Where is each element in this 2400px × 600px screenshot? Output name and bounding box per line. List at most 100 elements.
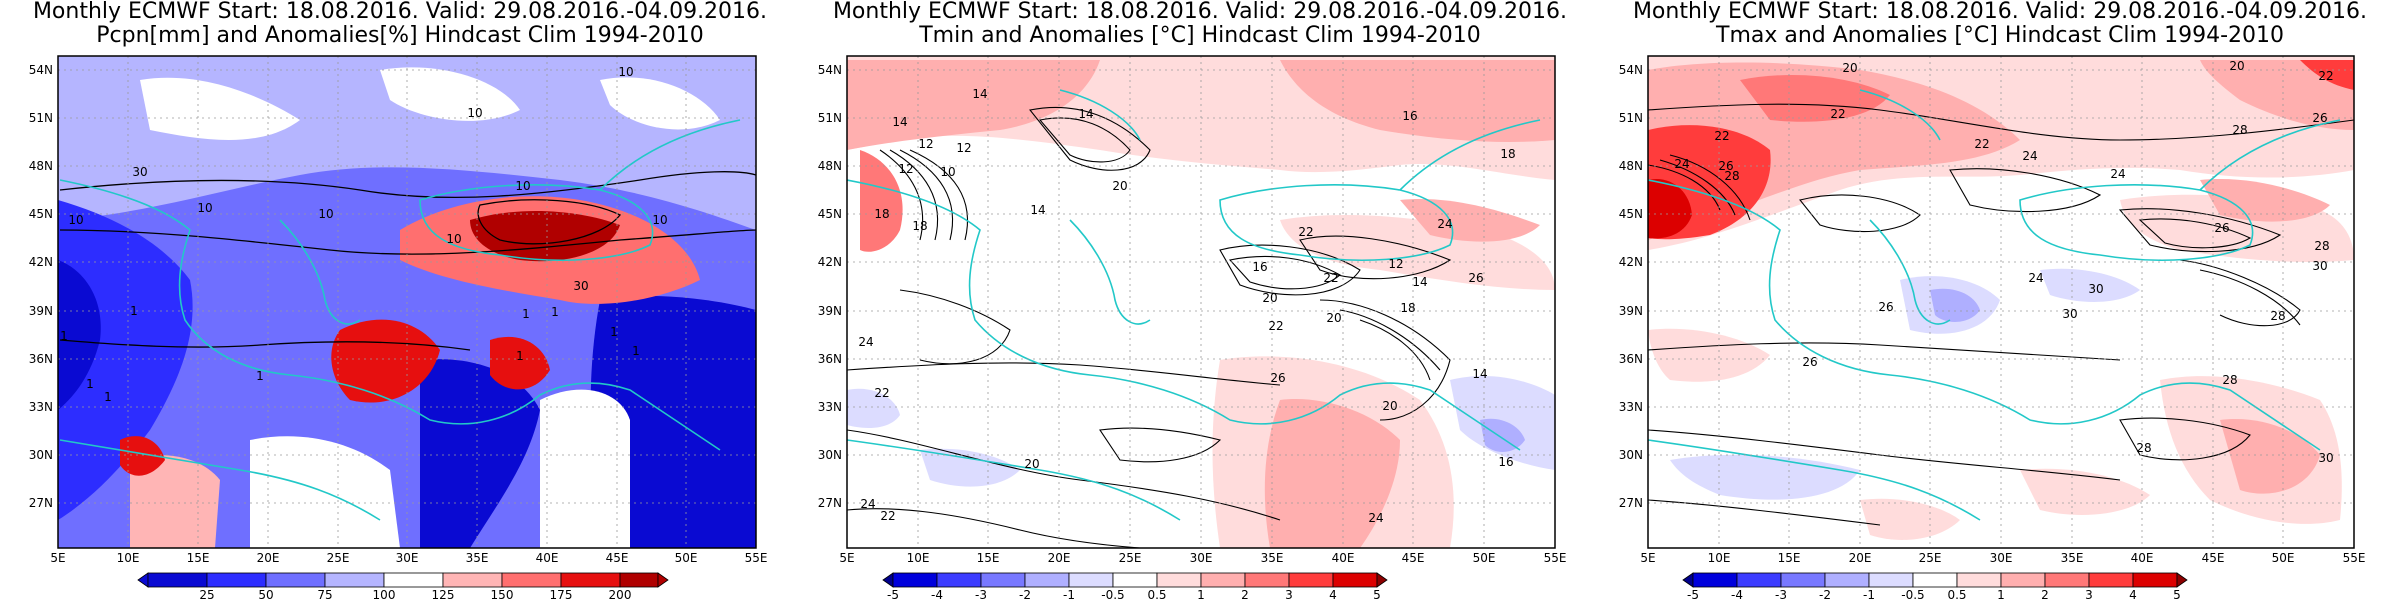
contour-label: 30 xyxy=(2318,451,2333,465)
contour-label: 26 xyxy=(1802,355,1817,369)
contour-label: 20 xyxy=(1112,179,1127,193)
contour-label: 20 xyxy=(1382,399,1397,413)
lon-label: 20E xyxy=(1048,551,1071,565)
contour-label: 14 xyxy=(1472,367,1487,381)
lon-label: 50E xyxy=(1473,551,1496,565)
lat-label: 48N xyxy=(29,159,53,173)
colorbar-label: 3 xyxy=(2085,588,2093,600)
panel-pcpn-title: Monthly ECMWF Start: 18.08.2016. Valid: … xyxy=(0,0,800,48)
contour-label: 16 xyxy=(1402,109,1417,123)
contour-label: 22 xyxy=(2318,69,2333,83)
colorbar-label: 75 xyxy=(317,588,332,600)
lat-label: 33N xyxy=(818,400,842,414)
lat-label: 39N xyxy=(818,304,842,318)
contour-label: 10 xyxy=(940,165,955,179)
contour-label: 14 xyxy=(1412,275,1427,289)
lon-label: 45E xyxy=(606,551,629,565)
colorbar-label: -0.5 xyxy=(1901,588,1924,600)
panel-tmin-colorbar xyxy=(882,572,1388,588)
colorbar-label: 5 xyxy=(1373,588,1381,600)
panel-pcpn-colorbar xyxy=(137,572,669,588)
contour-label: 26 xyxy=(1270,371,1285,385)
colorbar-label: 175 xyxy=(550,588,573,600)
lat-label: 33N xyxy=(1619,400,1643,414)
contour-label: 1 xyxy=(522,307,530,321)
contour-label: 10 xyxy=(618,65,633,79)
contour-label: 22 xyxy=(1974,137,1989,151)
contour-label: 1 xyxy=(86,377,94,391)
lon-label: 5E xyxy=(50,551,65,565)
contour-label: 28 xyxy=(2270,309,2285,323)
contour-label: 26 xyxy=(1878,300,1893,314)
contour-label: 12 xyxy=(956,141,971,155)
lat-label: 45N xyxy=(1619,207,1643,221)
contour-label: 14 xyxy=(1078,107,1093,121)
contour-label: 14 xyxy=(972,87,987,101)
lat-label: 45N xyxy=(29,207,53,221)
contour-label: 12 xyxy=(1388,257,1403,271)
contour-label: 28 xyxy=(2314,239,2329,253)
colorbar-label: 5 xyxy=(2173,588,2181,600)
lon-label: 25E xyxy=(1119,551,1142,565)
contour-label: 10 xyxy=(68,213,83,227)
contour-label: 1 xyxy=(256,369,264,383)
contour-label: 22 xyxy=(1323,271,1338,285)
lon-label: 30E xyxy=(396,551,419,565)
colorbar-label: 50 xyxy=(258,588,273,600)
panel-tmax-title-line2: Tmax and Anomalies [°C] Hindcast Clim 19… xyxy=(1716,23,2284,48)
contour-label: 22 xyxy=(1298,225,1313,239)
colorbar-label: -1 xyxy=(1063,588,1075,600)
panel-pcpn-title-line2: Pcpn[mm] and Anomalies[%] Hindcast Clim … xyxy=(96,23,704,48)
colorbar-label: 0.5 xyxy=(1147,588,1166,600)
lat-label: 48N xyxy=(818,159,842,173)
panel-pcpn: Monthly ECMWF Start: 18.08.2016. Valid: … xyxy=(0,0,800,600)
lon-label: 25E xyxy=(1919,551,1942,565)
lat-label: 42N xyxy=(818,255,842,269)
lat-label: 51N xyxy=(29,111,53,125)
colorbar-label: -4 xyxy=(931,588,943,600)
colorbar-label: -2 xyxy=(1019,588,1031,600)
contour-label: 18 xyxy=(1500,147,1515,161)
lon-label: 10E xyxy=(907,551,930,565)
colorbar-label: 25 xyxy=(199,588,214,600)
lon-label: 20E xyxy=(1849,551,1872,565)
lat-label: 30N xyxy=(29,448,53,462)
contour-label: 26 xyxy=(1718,159,1733,173)
lon-label: 40E xyxy=(1332,551,1355,565)
lat-label: 42N xyxy=(29,255,53,269)
contour-label: 14 xyxy=(1030,203,1045,217)
colorbar-label: -1 xyxy=(1863,588,1875,600)
colorbar-label: -4 xyxy=(1731,588,1743,600)
colorbar-label: -0.5 xyxy=(1101,588,1124,600)
panel-tmin-title-line1: Monthly ECMWF Start: 18.08.2016. Valid: … xyxy=(832,0,1568,24)
colorbar-label: 2 xyxy=(2041,588,2049,600)
contour-label: 28 xyxy=(1724,169,1739,183)
lon-label: 30E xyxy=(1190,551,1213,565)
contour-label: 24 xyxy=(860,497,875,511)
contour-label: 22 xyxy=(1268,319,1283,333)
lon-label: 45E xyxy=(2202,551,2225,565)
lon-label: 55E xyxy=(2343,551,2366,565)
contour-label: 18 xyxy=(912,219,927,233)
colorbar-label: 100 xyxy=(373,588,396,600)
contour-label: 24 xyxy=(2022,149,2037,163)
panel-pcpn-map: 10 10 30 10 10 10 10 10 10 1 1 1 30 1 1 … xyxy=(29,55,767,600)
colorbar-label: -2 xyxy=(1819,588,1831,600)
colorbar-label: 150 xyxy=(491,588,514,600)
contour-label: 24 xyxy=(1674,157,1689,171)
contour-label: 30 xyxy=(132,165,147,179)
lon-label: 40E xyxy=(2131,551,2154,565)
lat-label: 33N xyxy=(29,400,53,414)
contour-label: 10 xyxy=(467,106,482,120)
contour-label: 20 xyxy=(1326,311,1341,325)
colorbar-label: 3 xyxy=(1285,588,1293,600)
lat-label: 30N xyxy=(818,448,842,462)
contour-label: 24 xyxy=(1437,217,1452,231)
contour-label: 30 xyxy=(2312,259,2327,273)
colorbar-label: 1 xyxy=(1197,588,1205,600)
lat-label: 27N xyxy=(818,496,842,510)
colorbar-label: -3 xyxy=(1775,588,1787,600)
lat-label: 42N xyxy=(1619,255,1643,269)
contour-label: 22 xyxy=(880,509,895,523)
contour-label: 26 xyxy=(1468,271,1483,285)
